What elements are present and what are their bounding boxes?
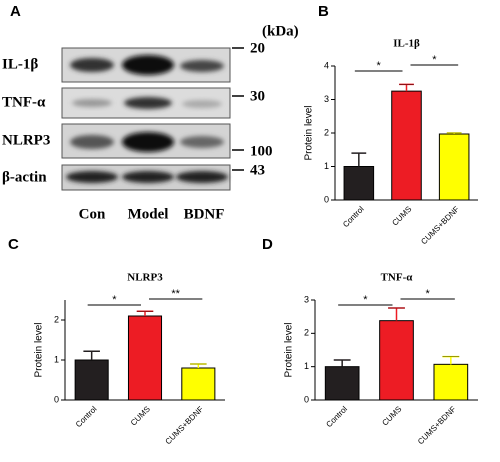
blot-row-label: β-actin xyxy=(2,169,47,185)
band xyxy=(70,58,114,72)
y-tick-label: 1 xyxy=(324,161,329,171)
error-bar xyxy=(399,83,414,92)
error-bar xyxy=(83,350,100,360)
blot-row-label: NLRP3 xyxy=(2,132,50,148)
bar xyxy=(181,367,216,401)
lane-label: BDNF xyxy=(184,206,225,222)
bar xyxy=(391,90,422,201)
y-tick-label: 3 xyxy=(324,94,329,104)
blot-panel xyxy=(61,47,231,191)
error-bar xyxy=(190,363,207,368)
band xyxy=(122,132,174,152)
x-tick-label: Control xyxy=(74,404,99,429)
kda-label: 43 xyxy=(250,162,265,178)
y-axis-label: Protein level xyxy=(34,322,45,377)
bar xyxy=(343,166,375,201)
panel-letter: B xyxy=(318,3,329,20)
bar xyxy=(433,363,469,401)
x-tick-label: CUMS xyxy=(380,405,403,428)
bar xyxy=(379,320,414,401)
y-tick-label: 4 xyxy=(324,60,329,70)
y-tick-label: 0 xyxy=(324,194,329,204)
significance-label: * xyxy=(363,294,368,306)
x-tick-label: Control xyxy=(324,404,349,429)
chart-title: IL-1β xyxy=(393,38,420,50)
y-tick-label: 0 xyxy=(54,394,59,404)
significance-label: * xyxy=(112,294,117,306)
lane-label: Model xyxy=(128,206,169,222)
band xyxy=(180,60,224,72)
kda-label: 20 xyxy=(250,40,265,56)
x-tick-label: CUMS xyxy=(129,405,152,428)
kda-unit: (kDa) xyxy=(262,23,299,39)
blot-row-label: IL-1β xyxy=(2,56,38,72)
x-tick-label: CUMS+BDNF xyxy=(416,404,458,446)
band xyxy=(70,135,114,149)
panel-letter: D xyxy=(262,236,273,253)
band xyxy=(180,136,224,148)
bar xyxy=(324,366,360,401)
bar xyxy=(438,133,470,201)
x-tick-label: CUMS+BDNF xyxy=(419,204,461,246)
x-tick-label: CUMS xyxy=(390,205,413,228)
blot-row-label: TNF-α xyxy=(2,94,46,110)
kda-label: 100 xyxy=(250,143,273,159)
y-tick-label: 1 xyxy=(304,361,309,371)
significance-label: * xyxy=(432,54,437,66)
band xyxy=(72,99,112,107)
error-bar xyxy=(333,359,351,367)
bar xyxy=(74,359,109,401)
y-tick-label: 2 xyxy=(324,127,329,137)
band xyxy=(176,171,228,183)
x-tick-label: CUMS+BDNF xyxy=(164,404,206,446)
chart-title: TNF-α xyxy=(381,272,414,284)
panel-letter: A xyxy=(10,3,21,20)
marker-ticks xyxy=(232,47,244,171)
band xyxy=(182,100,222,108)
y-axis-label: Protein level xyxy=(304,105,315,160)
significance-label: ** xyxy=(171,288,180,300)
chart-title: NLRP3 xyxy=(127,272,163,284)
error-bar xyxy=(442,355,460,365)
band xyxy=(122,171,174,183)
bar xyxy=(127,315,163,401)
significance-label: * xyxy=(426,288,431,300)
y-tick-label: 2 xyxy=(54,314,59,324)
lane-label: Con xyxy=(79,206,106,222)
band xyxy=(66,171,118,183)
y-tick-label: 3 xyxy=(304,294,309,304)
band xyxy=(124,97,172,109)
y-tick-label: 0 xyxy=(304,394,309,404)
error-bar xyxy=(351,152,367,167)
kda-label: 30 xyxy=(250,88,265,104)
y-tick-label: 2 xyxy=(304,328,309,338)
y-axis-label: Protein level xyxy=(284,322,295,377)
significance-label: * xyxy=(377,60,382,72)
y-tick-label: 1 xyxy=(54,354,59,364)
error-bar xyxy=(136,310,154,316)
error-bar xyxy=(388,307,405,321)
x-tick-label: Control xyxy=(341,204,366,229)
panel-letter: C xyxy=(8,236,19,253)
band xyxy=(122,55,174,75)
